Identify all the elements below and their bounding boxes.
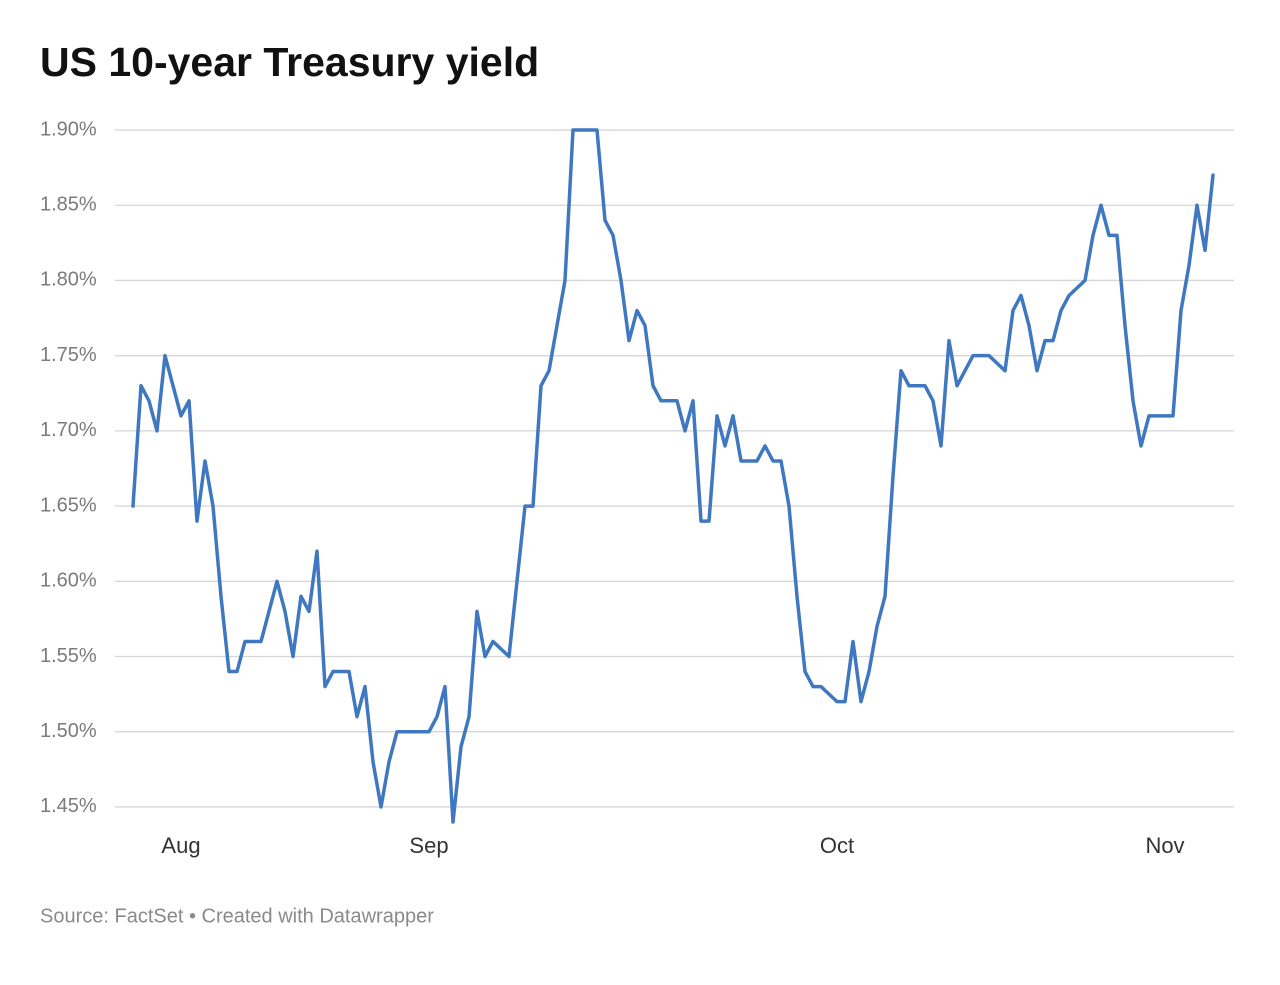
x-tick-label: Sep	[409, 833, 448, 858]
x-tick-label: Nov	[1145, 833, 1184, 858]
y-tick-label: 1.65%	[40, 494, 97, 516]
y-tick-label: 1.45%	[40, 795, 97, 817]
chart-title: US 10-year Treasury yield	[40, 39, 539, 85]
y-tick-label: 1.90%	[40, 118, 97, 140]
source-note: Source: FactSet • Created with Datawrapp…	[40, 905, 434, 927]
y-tick-label: 1.85%	[40, 194, 97, 216]
y-tick-label: 1.70%	[40, 419, 97, 441]
y-tick-label: 1.75%	[40, 344, 97, 366]
x-tick-label: Aug	[161, 833, 200, 858]
x-tick-label: Oct	[820, 833, 854, 858]
y-tick-label: 1.80%	[40, 269, 97, 291]
data-line	[131, 128, 1215, 824]
y-tick-label: 1.50%	[40, 720, 97, 742]
y-tick-label: 1.60%	[40, 570, 97, 592]
y-tick-label: 1.55%	[40, 645, 97, 667]
